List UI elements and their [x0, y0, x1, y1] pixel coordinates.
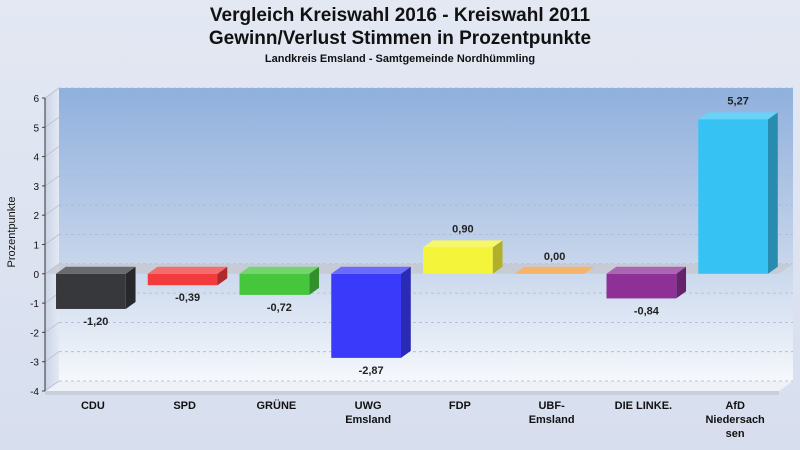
bar [606, 266, 687, 299]
bar [514, 266, 595, 274]
grid-line-side [44, 351, 60, 363]
chart-title: Vergleich Kreiswahl 2016 - Kreiswahl 201… [209, 5, 591, 26]
bar-value-label: -0,39 [175, 292, 200, 304]
bar-value-label: -2,87 [359, 365, 384, 377]
grid-line-side [44, 116, 60, 128]
x-tick-label-line: Emsland [529, 414, 575, 426]
grid-line-side [44, 175, 60, 187]
bar [698, 112, 778, 274]
y-tick-label: 4 [33, 153, 39, 164]
bar-front [56, 273, 126, 309]
bar-top [698, 112, 778, 120]
bar-top [423, 240, 503, 248]
x-tick-label: GRÜNE [257, 399, 297, 412]
y-tick-label: 6 [33, 94, 39, 105]
x-tick-label-line: sen [726, 428, 745, 440]
bar-side [492, 240, 503, 274]
x-tick-label: AfD Niedersach sen [705, 400, 765, 440]
grid-line-side [44, 234, 60, 245]
grid-line-side [44, 146, 60, 157]
chart-title-block: Vergleich Kreiswahl 2016 - Kreiswahl 201… [0, 4, 800, 65]
x-tick-label-line: CDU [81, 400, 105, 412]
x-tick-label: DIE LINKE. [615, 400, 672, 412]
y-tick-label: -1 [30, 299, 39, 310]
bar [423, 240, 503, 274]
x-tick-label: UBF- Emsland [529, 400, 575, 426]
bar-top [514, 266, 595, 274]
y-tick-label: -3 [30, 358, 39, 369]
bar-side [400, 266, 411, 358]
y-tick-label: 1 [33, 241, 39, 252]
bar-side [217, 266, 228, 286]
bar-top [147, 266, 228, 274]
bar-top [239, 266, 320, 274]
grid-line-side [44, 380, 60, 392]
bar-front [147, 273, 218, 286]
bar-value-label: 0,90 [452, 223, 473, 235]
grid-line-side [44, 87, 60, 99]
bar-front [239, 273, 310, 295]
y-tick-label: -4 [30, 387, 39, 398]
bar-top [606, 266, 687, 274]
y-tick-label: 2 [33, 211, 39, 222]
zero-plane [45, 263, 793, 274]
bar-value-label: 5,27 [727, 95, 748, 107]
plot-floor-edge [45, 391, 779, 395]
bar-side [676, 266, 687, 299]
bar [331, 266, 411, 358]
bar-value-label: 0,00 [544, 251, 565, 263]
y-tick-label: 0 [33, 270, 39, 281]
bar-side [767, 112, 778, 274]
x-tick-label-line: SPD [173, 400, 196, 412]
x-tick-label: CDU [81, 400, 105, 412]
grid-line-side [44, 204, 60, 216]
bar-side [309, 266, 320, 295]
bar-value-label: -0,72 [267, 302, 292, 314]
x-tick-label-line: Niedersach [705, 414, 765, 426]
bar-top [331, 266, 411, 274]
x-tick-label: UWG Emsland [345, 400, 391, 426]
chart-title-line2: Gewinn/Verlust Stimmen in Prozentpunkte [208, 28, 592, 49]
x-tick-label-line: GRÜNE [257, 399, 297, 412]
bar-value-label: -0,84 [634, 305, 660, 317]
bar-front [423, 247, 493, 274]
y-tick-label: -2 [30, 328, 39, 339]
y-tick-label: 3 [33, 182, 39, 193]
bar-front [331, 273, 401, 358]
bar-front [698, 119, 768, 274]
y-tick-label: 5 [33, 123, 39, 134]
x-tick-label-line: Emsland [345, 414, 391, 426]
bar [56, 266, 136, 309]
x-tick-label-line: DIE LINKE. [615, 400, 672, 412]
x-tick-label-line: UWG [355, 400, 382, 412]
bar-side [125, 266, 136, 309]
x-tick-label: FDP [449, 400, 471, 412]
x-tick-label-line: UBF- [538, 400, 565, 412]
grid-line-side [44, 322, 60, 333]
bar-front [606, 273, 677, 299]
bar [147, 266, 228, 286]
chart-subtitle: Landkreis Emsland - Samtgemeinde Nordhüm… [264, 53, 536, 65]
x-tick-label: SPD [173, 400, 196, 412]
bar-top [56, 266, 136, 274]
x-tick-label-line: FDP [449, 400, 471, 412]
x-tick-label-line: AfD [725, 400, 745, 412]
bar-value-label: -1,20 [83, 316, 108, 328]
plot-floor [45, 381, 793, 391]
bar [239, 266, 320, 295]
